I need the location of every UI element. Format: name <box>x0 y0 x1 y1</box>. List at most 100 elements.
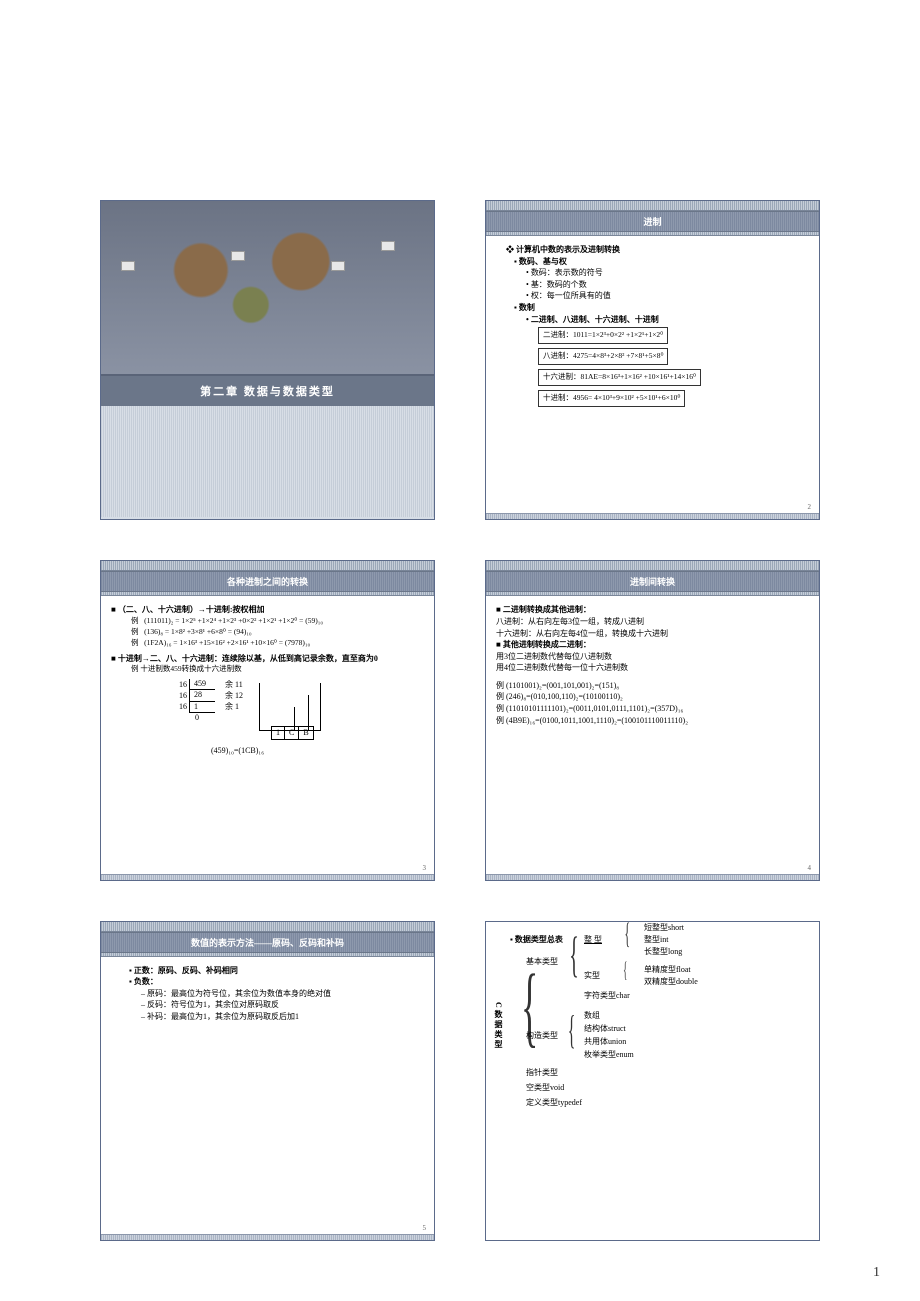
item: 数码：表示数的符号 <box>496 267 809 279</box>
slide-4-title: 进制间转换 <box>486 571 819 592</box>
result-equation: (459)₁₀=(1CB)₁₆ <box>211 746 424 756</box>
example-row: 例 (1101001)₂=(001,101,001)₂=(151)₈ <box>496 680 809 692</box>
example-row: 例 (11010101111101)₂=(0011,0101,0111,1101… <box>496 703 809 715</box>
div-quotient: 1 <box>189 702 215 713</box>
slide-header <box>486 201 819 211</box>
slide-footer <box>101 1234 434 1240</box>
formula-octal: 八进制：4275=4×8³+2×8² +7×8¹+5×8⁰ <box>538 348 668 365</box>
tree-node: 实型 <box>584 970 600 982</box>
heading-text: （二、八、十六进制）→十进制:按权相加 <box>118 605 265 614</box>
formula-binary: 二进制：1011=1×2³+0×2² +1×2¹+1×2⁰ <box>538 327 668 344</box>
ex-label: 例 <box>496 704 504 713</box>
tree-node: 枚举类型enum <box>584 1049 634 1061</box>
ex-label: 例 <box>131 616 139 625</box>
monitor-icon <box>121 261 135 271</box>
item-text: 补码：最高位为1，其余位为原码取反后加1 <box>147 1012 299 1021</box>
tree-node: 基本类型 <box>526 956 558 968</box>
slide-2: 进制 计算机中数的表示及进制转换 数码、基与权 数码：表示数的符号 基：数码的个… <box>485 200 820 520</box>
datatype-tree: ▪ 数据类型总表 C数据类型 { 基本类型 { 构造类型 { 指针类型 空类型v… <box>486 922 819 1240</box>
heading: ■ 其他进制转换成二进制： <box>496 639 809 651</box>
div-base: 16 <box>171 691 189 701</box>
tree-node: 字符类型char <box>584 990 630 1002</box>
slide-6: ▪ 数据类型总表 C数据类型 { 基本类型 { 构造类型 { 指针类型 空类型v… <box>485 921 820 1241</box>
long-division-diagram: 16 459 余 11 16 28 余 12 16 1 余 1 0 <box>171 679 424 756</box>
text-line: 八进制：从右向左每3位一组，转成八进制 <box>496 616 809 628</box>
div-remainder: 余 12 <box>225 691 243 701</box>
tree-node: 指针类型 <box>526 1067 558 1079</box>
tree-node: 短整型short <box>644 922 684 934</box>
slide-3: 各种进制之间的转换 ■ （二、八、十六进制）→十进制:按权相加 例 (11101… <box>100 560 435 880</box>
item: – 反码：符号位为1，其余位对原码取反 <box>111 999 424 1011</box>
item: – 补码：最高位为1，其余位为原码取反后加1 <box>111 1011 424 1023</box>
tree-node: 定义类型typedef <box>526 1097 582 1109</box>
ex-formula: (4B9E)₁₆=(0100,1011,1001,1110)₂=(1001011… <box>506 716 688 725</box>
slide-2-title: 进制 <box>486 211 819 232</box>
slide-number: 4 <box>808 864 812 872</box>
div-remainder: 余 11 <box>225 680 243 690</box>
ex-formula: (1F2A)₁₆ = 1×16³ +15×16² +2×16¹ +10×16⁰ … <box>144 638 310 647</box>
item: 权：每一位所具有的值 <box>496 290 809 302</box>
example-caption: 例 十进制数459转换成十六进制数 <box>111 664 424 675</box>
ex-formula: (1101001)₂=(001,101,001)₂=(151)₈ <box>506 681 619 690</box>
arrow-line <box>259 707 295 731</box>
formula-hex: 十六进制：81AE=8×16³+1×16² +10×16¹+14×16⁰ <box>538 369 701 386</box>
slide-1-title: 第二章 数据与数据类型 <box>100 200 435 520</box>
item: 负数： <box>111 976 424 988</box>
heading: ■ （二、八、十六进制）→十进制:按权相加 <box>111 604 424 616</box>
slide-4: 进制间转换 ■ 二进制转换成其他进制： 八进制：从右向左每3位一组，转成八进制 … <box>485 560 820 880</box>
ex-formula: (136)₈ = 1×8² +3×8¹ +6×8⁰ = (94)₁₀ <box>144 627 251 636</box>
item: 二进制、八进制、十六进制、十进制 <box>496 314 809 326</box>
slide-number: 3 <box>423 864 427 872</box>
tree-node: 整型int <box>644 934 668 946</box>
item: 正数：原码、反码、补码相同 <box>111 965 424 977</box>
div-base: 16 <box>171 702 189 712</box>
example-row: 例 (1F2A)₁₆ = 1×16³ +15×16² +2×16¹ +10×16… <box>111 638 424 649</box>
heading: ■ 二进制转换成其他进制： <box>496 604 809 616</box>
ex-formula: (246)₈=(010,100,110)₂=(10100110)₂ <box>506 692 623 701</box>
text-line: 用4位二进制数代替每一位十六进制数 <box>496 662 809 674</box>
slide-1-background: 第二章 数据与数据类型 <box>101 201 434 519</box>
tree-root: C数据类型 <box>492 1002 504 1050</box>
item-text: 原码：最高位为符号位，其余位为数值本身的绝对值 <box>147 989 331 998</box>
tree-node: 双精度型double <box>644 976 698 988</box>
item: – 原码：最高位为符号位，其余位为数值本身的绝对值 <box>111 988 424 1000</box>
item-text: 反码：符号位为1，其余位对原码取反 <box>147 1000 279 1009</box>
ex-label: 例 <box>496 692 504 701</box>
div-base: 16 <box>171 680 189 690</box>
item: 数制 <box>496 302 809 314</box>
slide-footer <box>101 874 434 880</box>
ex-label: 例 <box>496 681 504 690</box>
text-line: 十六进制：从右向左每4位一组，转换成十六进制 <box>496 628 809 640</box>
heading-text: 二进制转换成其他进制： <box>503 605 591 614</box>
div-remainder: 余 1 <box>225 702 239 712</box>
slide-4-body: ■ 二进制转换成其他进制： 八进制：从右向左每3位一组，转成八进制 十六进制：从… <box>486 596 819 738</box>
example-row: 例 (136)₈ = 1×8² +3×8¹ +6×8⁰ = (94)₁₀ <box>111 627 424 638</box>
tree-node: 结构体struct <box>584 1023 626 1035</box>
slide-header <box>486 561 819 571</box>
tree-node: 单精度型float <box>644 964 691 976</box>
slide-1-worldmap <box>101 201 434 376</box>
page-number: 1 <box>873 1265 880 1281</box>
slide-header <box>101 561 434 571</box>
monitor-icon <box>231 251 245 261</box>
slide-footer <box>486 874 819 880</box>
ex-label: 例 <box>131 638 139 647</box>
example-row: 例 (111011)₂ = 1×2⁵ +1×2⁴ +1×2³ +0×2² +1×… <box>111 616 424 627</box>
monitor-icon <box>381 241 395 251</box>
slide-2-body: 计算机中数的表示及进制转换 数码、基与权 数码：表示数的符号 基：数码的个数 权… <box>486 236 819 421</box>
heading: ■ 十进制→二、八、十六进制：连续除以基，从低到高记录余数，直至商为0 <box>111 653 424 665</box>
ex-label: 例 <box>496 716 504 725</box>
slide-3-body: ■ （二、八、十六进制）→十进制:按权相加 例 (111011)₂ = 1×2⁵… <box>101 596 434 768</box>
example-row: 例 (246)₈=(010,100,110)₂=(10100110)₂ <box>496 691 809 703</box>
ex-formula: (111011)₂ = 1×2⁵ +1×2⁴ +1×2³ +0×2² +1×2¹… <box>144 616 323 625</box>
slide-header <box>101 922 434 932</box>
tree-node: 共用体union <box>584 1036 626 1048</box>
heading-text: 其他进制转换成二进制： <box>503 640 591 649</box>
formula-decimal: 十进制：4956= 4×10³+9×10² +5×10¹+6×10⁰ <box>538 390 685 407</box>
item: 数码、基与权 <box>496 256 809 268</box>
div-quotient: 28 <box>189 690 215 701</box>
tree-node: 长整型long <box>644 946 682 958</box>
slide-number: 2 <box>808 503 812 511</box>
item: 基：数码的个数 <box>496 279 809 291</box>
slide-1-lower-band <box>101 406 434 517</box>
